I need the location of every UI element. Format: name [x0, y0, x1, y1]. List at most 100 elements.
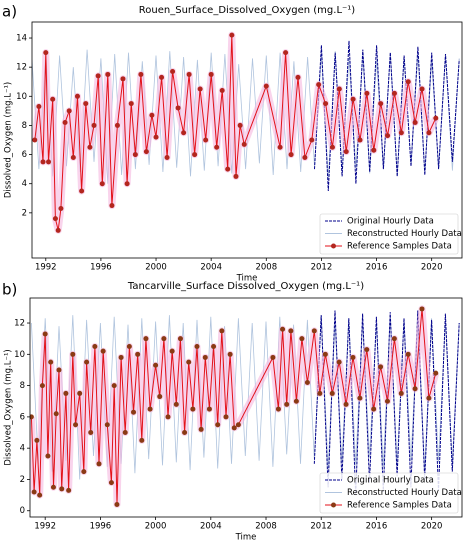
data-point [92, 343, 98, 349]
legend-label: Reference Samples Data [347, 501, 452, 511]
data-point [114, 501, 120, 507]
data-point [52, 216, 58, 222]
data-point [66, 487, 72, 493]
data-point [237, 122, 243, 128]
data-point [50, 96, 56, 102]
data-point [30, 414, 34, 420]
data-point [164, 154, 170, 160]
data-point [100, 348, 106, 354]
data-point [225, 166, 231, 172]
data-point [198, 426, 204, 432]
data-point [433, 115, 439, 121]
data-point [208, 71, 214, 77]
data-point [350, 354, 356, 360]
data-point [122, 430, 128, 436]
data-point [190, 406, 196, 412]
data-point [132, 152, 138, 158]
data-point [309, 137, 315, 143]
x-tick-label: 1996 [90, 263, 112, 273]
data-point [371, 147, 377, 153]
data-point [235, 422, 241, 428]
chart-title: Rouen_Surface_Dissolved_Oxygen (mg.L⁻¹) [139, 5, 356, 16]
data-point [175, 105, 181, 111]
data-point [405, 351, 411, 357]
data-point [105, 71, 111, 77]
series-line [313, 310, 460, 496]
data-point [104, 422, 110, 428]
data-point [43, 50, 49, 56]
data-point [95, 73, 101, 79]
data-point [32, 137, 38, 143]
data-point [169, 348, 175, 354]
x-tick-label: 2016 [366, 522, 388, 532]
data-point [385, 133, 391, 139]
data-point [56, 367, 62, 373]
data-point [231, 425, 237, 431]
data-point [398, 390, 404, 396]
data-point [357, 137, 363, 143]
x-axis-label: Time [235, 533, 257, 543]
data-point [70, 154, 76, 160]
data-point [109, 203, 115, 209]
data-point [50, 484, 56, 490]
data-point [350, 96, 356, 102]
data-point [214, 144, 220, 150]
data-point [219, 87, 225, 93]
data-point [192, 152, 198, 158]
legend-label: Original Hourly Data [347, 217, 434, 227]
data-point [58, 205, 64, 211]
data-point [329, 144, 335, 150]
data-point [77, 390, 83, 396]
x-tick-label: 1992 [35, 263, 57, 273]
y-tick-label: 8 [20, 381, 25, 391]
data-point [299, 336, 305, 342]
data-point [215, 422, 221, 428]
data-point [135, 351, 141, 357]
data-point [323, 101, 329, 107]
data-point [42, 331, 48, 337]
legend-label: Reconstructed Hourly Data [347, 488, 462, 498]
data-point [84, 359, 90, 365]
data-point [186, 71, 192, 77]
data-point [147, 406, 153, 412]
data-point [128, 101, 134, 107]
data-point [322, 351, 328, 357]
data-point [275, 406, 281, 412]
data-point [63, 390, 69, 396]
data-point [181, 130, 187, 136]
data-point [288, 328, 294, 334]
data-point [391, 90, 397, 96]
data-point [74, 93, 80, 99]
data-point [378, 364, 384, 370]
data-point [336, 86, 342, 92]
data-point [182, 430, 188, 436]
data-point [219, 328, 225, 334]
y-tick-label: 0 [20, 506, 25, 516]
data-point [161, 336, 167, 342]
y-axis-label: Dissolved_Oxygen (mg.L⁻¹) [4, 349, 14, 465]
data-point [197, 86, 203, 92]
data-point [131, 409, 137, 415]
data-point [293, 398, 299, 404]
x-axis-label: Time [236, 274, 258, 284]
legend-label: Reference Samples Data [347, 242, 452, 252]
data-point [295, 74, 301, 80]
x-tick-label: 2016 [366, 263, 388, 273]
data-point [270, 354, 276, 360]
data-point [343, 401, 349, 407]
x-tick-label: 2020 [421, 263, 443, 273]
data-point [384, 398, 390, 404]
data-point [114, 122, 120, 128]
panel-label: a) [2, 3, 17, 21]
data-point [88, 430, 94, 436]
data-point [39, 383, 45, 389]
data-point [229, 32, 235, 38]
y-tick-label: 2 [20, 475, 25, 485]
data-point [108, 480, 114, 486]
data-point [177, 336, 183, 342]
y-tick-label: 8 [22, 121, 27, 131]
data-point [138, 71, 144, 77]
y-tick-label: 12 [14, 319, 25, 329]
data-point [53, 411, 59, 417]
